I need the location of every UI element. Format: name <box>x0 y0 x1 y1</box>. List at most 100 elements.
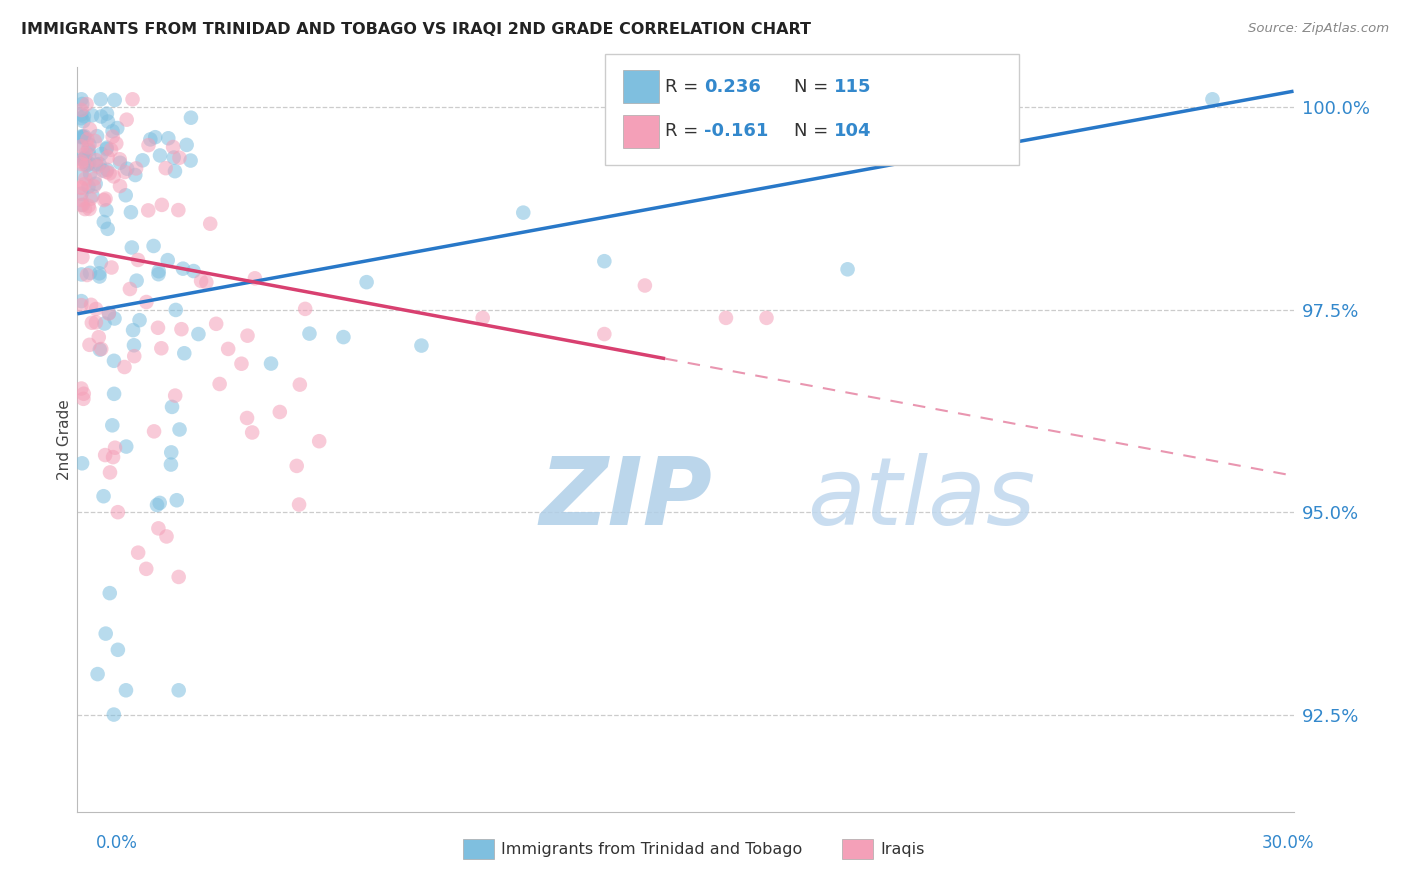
Point <box>114 188 136 202</box>
Point <box>269 405 291 419</box>
Point <box>332 330 354 344</box>
Point <box>121 240 143 254</box>
Text: ZIP: ZIP <box>540 453 713 545</box>
Point <box>136 203 159 218</box>
Point <box>103 707 125 722</box>
Point <box>72 250 94 264</box>
Point <box>146 498 169 512</box>
Point <box>73 130 96 145</box>
Point <box>73 386 96 401</box>
Point <box>84 177 107 191</box>
Point <box>512 205 534 219</box>
Point <box>236 328 259 343</box>
Point <box>149 148 172 162</box>
Point <box>155 529 177 543</box>
Point <box>125 161 148 176</box>
Point <box>121 92 143 106</box>
Point <box>160 400 183 414</box>
Point <box>84 153 107 167</box>
Point <box>76 132 98 146</box>
Point <box>70 129 93 144</box>
Point <box>70 152 93 166</box>
Point <box>411 338 433 352</box>
Point <box>98 166 121 180</box>
Point <box>79 338 101 352</box>
Point <box>82 108 104 122</box>
Point <box>75 146 97 161</box>
Point <box>72 392 94 406</box>
Point <box>115 161 138 176</box>
Text: 0.0%: 0.0% <box>96 834 138 852</box>
Point <box>634 278 657 293</box>
Point <box>101 418 124 433</box>
Point <box>73 178 96 192</box>
Point <box>70 97 93 112</box>
Point <box>115 112 138 127</box>
Point <box>103 169 125 184</box>
Point <box>172 261 194 276</box>
Point <box>165 388 187 402</box>
Point <box>70 456 93 470</box>
Point <box>108 155 131 169</box>
Point <box>70 382 93 396</box>
Point <box>80 298 103 312</box>
Text: 30.0%: 30.0% <box>1263 834 1315 852</box>
Point <box>72 198 94 212</box>
Point <box>156 253 179 268</box>
Point <box>593 327 616 342</box>
Point <box>75 171 97 186</box>
Point <box>162 140 184 154</box>
Point <box>73 202 96 216</box>
Point <box>169 422 191 436</box>
Text: -0.161: -0.161 <box>704 122 769 140</box>
Point <box>93 215 115 229</box>
Point <box>125 274 148 288</box>
Point <box>146 320 169 334</box>
Point <box>593 254 616 268</box>
Point <box>77 148 100 162</box>
Point <box>285 458 308 473</box>
Point <box>94 448 117 462</box>
Point <box>90 342 112 356</box>
Point <box>93 317 115 331</box>
Point <box>70 198 93 212</box>
Point <box>90 147 112 161</box>
Point <box>96 106 118 120</box>
Point <box>70 154 93 169</box>
Point <box>143 425 166 439</box>
Point <box>79 167 101 181</box>
Point <box>79 192 101 206</box>
Point <box>231 357 253 371</box>
Point <box>115 440 138 454</box>
Point <box>128 313 150 327</box>
Text: N =: N = <box>794 122 834 140</box>
Point <box>167 203 190 218</box>
Point <box>471 310 494 325</box>
Point <box>195 276 218 290</box>
Point <box>76 97 98 112</box>
Point <box>135 295 157 310</box>
Point <box>837 262 859 277</box>
Point <box>96 165 118 179</box>
Point <box>84 301 107 316</box>
Point <box>70 181 93 195</box>
Point <box>70 139 93 153</box>
Point <box>100 260 122 275</box>
Point <box>101 129 124 144</box>
Point <box>183 264 205 278</box>
Point <box>170 322 193 336</box>
Point <box>260 357 283 371</box>
Y-axis label: 2nd Grade: 2nd Grade <box>56 399 72 480</box>
Point <box>148 521 170 535</box>
Point <box>70 186 93 201</box>
Text: IMMIGRANTS FROM TRINIDAD AND TOBAGO VS IRAQI 2ND GRADE CORRELATION CHART: IMMIGRANTS FROM TRINIDAD AND TOBAGO VS I… <box>21 22 811 37</box>
Point <box>86 667 108 681</box>
Point <box>70 180 93 194</box>
Point <box>97 150 120 164</box>
Point <box>138 138 160 153</box>
Point <box>180 111 202 125</box>
Point <box>87 330 110 344</box>
Point <box>148 267 170 281</box>
Point <box>70 92 93 106</box>
Point <box>75 151 97 165</box>
